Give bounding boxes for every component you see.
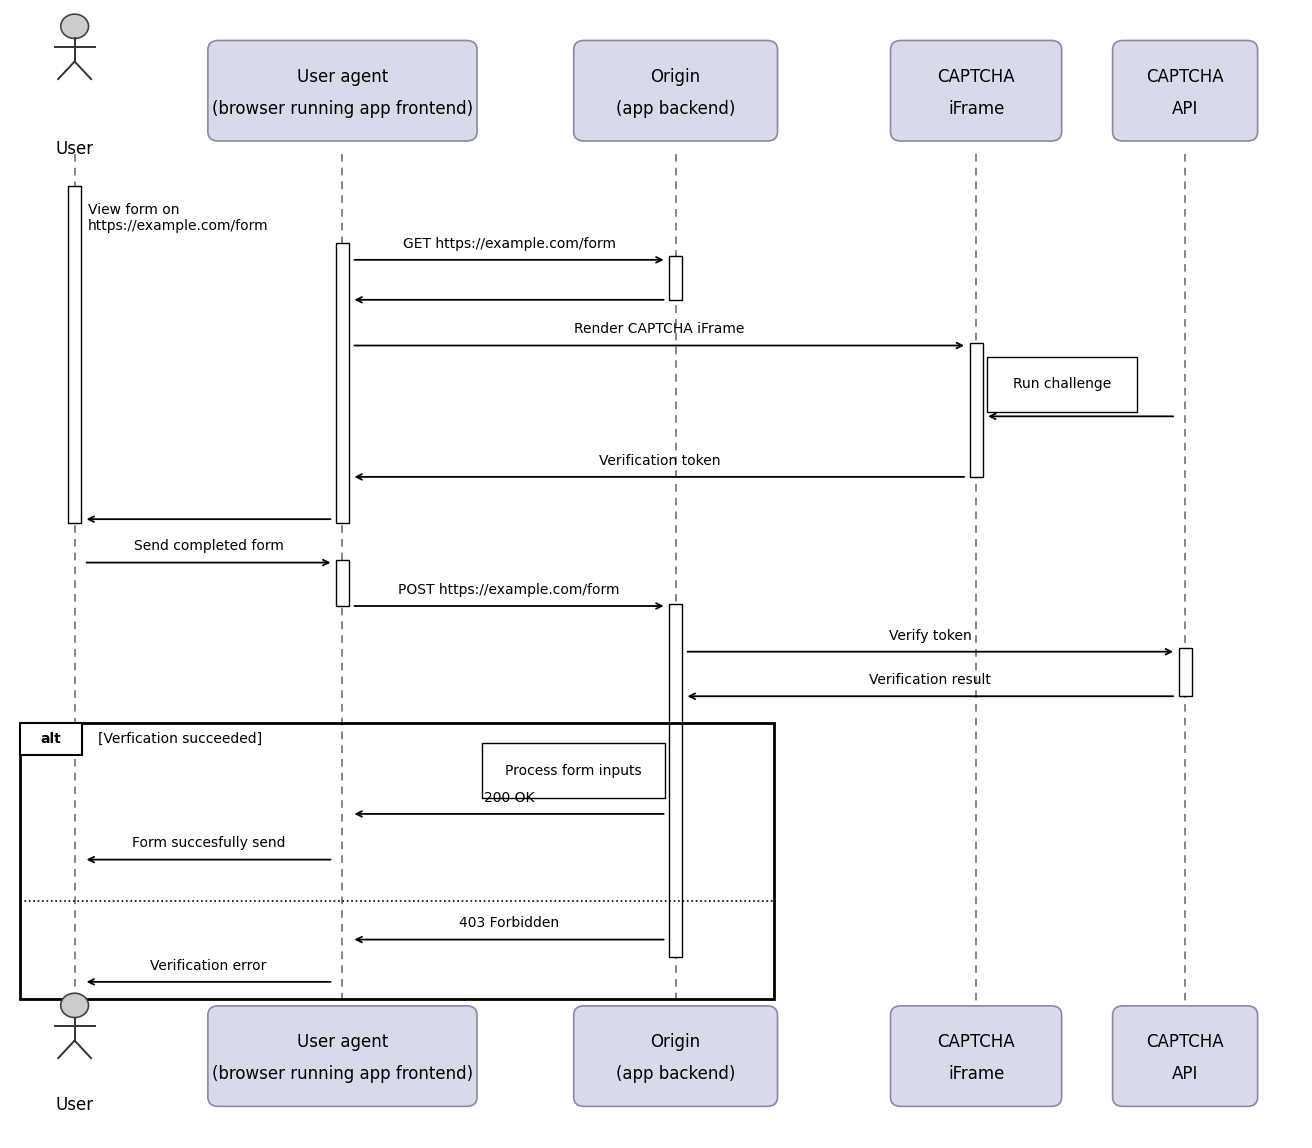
Text: API: API <box>1172 100 1198 118</box>
Text: User agent: User agent <box>297 1033 388 1052</box>
Text: Run challenge: Run challenge <box>1013 378 1111 391</box>
Bar <box>970 343 983 476</box>
Text: User agent: User agent <box>297 68 388 86</box>
Bar <box>68 186 81 522</box>
Text: iFrame: iFrame <box>947 100 1004 118</box>
FancyBboxPatch shape <box>573 40 778 141</box>
Text: Verification result: Verification result <box>870 673 992 688</box>
Bar <box>483 743 665 798</box>
Text: CAPTCHA: CAPTCHA <box>937 68 1015 86</box>
Text: iFrame: iFrame <box>947 1065 1004 1084</box>
Text: CAPTCHA: CAPTCHA <box>1147 1033 1224 1052</box>
Text: 200 OK: 200 OK <box>484 791 534 805</box>
Text: (app backend): (app backend) <box>615 100 735 118</box>
Bar <box>987 357 1136 412</box>
Bar <box>336 560 349 606</box>
FancyBboxPatch shape <box>1113 1006 1258 1107</box>
Text: 403 Forbidden: 403 Forbidden <box>459 916 559 930</box>
Text: (browser running app frontend): (browser running app frontend) <box>213 1065 474 1084</box>
Text: Origin: Origin <box>651 68 701 86</box>
Bar <box>20 722 774 999</box>
Text: User: User <box>55 1096 93 1115</box>
Text: Render CAPTCHA iFrame: Render CAPTCHA iFrame <box>575 323 744 336</box>
Text: [Verfication succeeded]: [Verfication succeeded] <box>98 731 262 745</box>
FancyBboxPatch shape <box>207 1006 478 1107</box>
Text: alt: alt <box>41 731 62 745</box>
Text: POST https://example.com/form: POST https://example.com/form <box>399 583 619 597</box>
Text: View form on
https://example.com/form: View form on https://example.com/form <box>88 203 269 233</box>
Text: Verification token: Verification token <box>598 453 720 467</box>
Text: Verification error: Verification error <box>151 959 266 972</box>
Text: Verify token: Verify token <box>890 629 972 643</box>
FancyBboxPatch shape <box>573 1006 778 1107</box>
Text: Send completed form: Send completed form <box>134 540 283 553</box>
Bar <box>669 256 682 300</box>
FancyBboxPatch shape <box>891 1006 1061 1107</box>
Text: (browser running app frontend): (browser running app frontend) <box>213 100 474 118</box>
FancyBboxPatch shape <box>207 40 478 141</box>
Text: (app backend): (app backend) <box>615 1065 735 1084</box>
Bar <box>1178 649 1191 696</box>
FancyBboxPatch shape <box>1113 40 1258 141</box>
Text: CAPTCHA: CAPTCHA <box>937 1033 1015 1052</box>
Circle shape <box>60 14 88 39</box>
Circle shape <box>60 993 88 1017</box>
Text: User: User <box>55 140 93 158</box>
Bar <box>336 242 349 522</box>
Bar <box>669 604 682 956</box>
Text: CAPTCHA: CAPTCHA <box>1147 68 1224 86</box>
FancyBboxPatch shape <box>891 40 1061 141</box>
Text: Process form inputs: Process form inputs <box>505 763 642 777</box>
Text: Form succesfully send: Form succesfully send <box>131 837 285 851</box>
Text: Origin: Origin <box>651 1033 701 1052</box>
Text: API: API <box>1172 1065 1198 1084</box>
Bar <box>20 722 83 754</box>
Text: GET https://example.com/form: GET https://example.com/form <box>403 236 615 250</box>
